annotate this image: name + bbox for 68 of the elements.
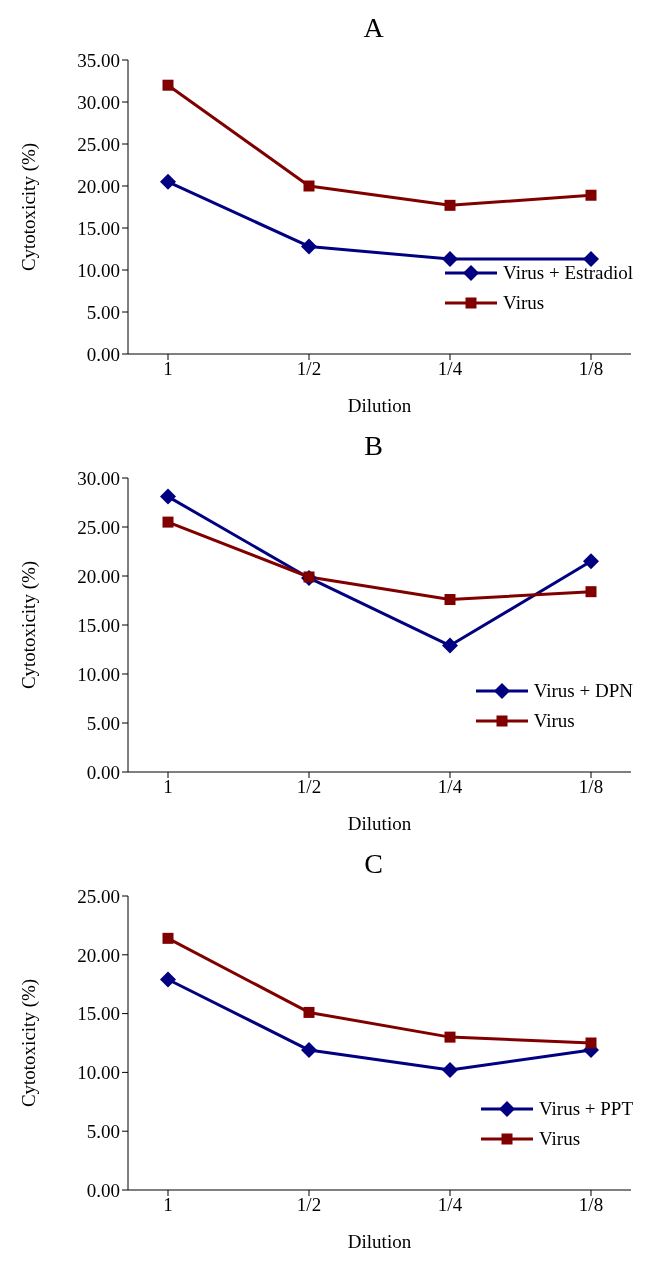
y-tick-label: 5.00: [86, 712, 120, 734]
y-tick-label: 30.00: [77, 467, 120, 489]
legend-label: Virus + PPT: [538, 1098, 633, 1120]
legend-label: Virus + DPN: [533, 680, 633, 702]
x-tick-label: 1: [163, 776, 173, 798]
x-tick-label: 1/8: [578, 358, 604, 380]
y-axis-title: Cytotoxicity (%): [17, 560, 40, 690]
point: [301, 1042, 317, 1059]
legend-label: Virus: [538, 1128, 581, 1150]
point: [583, 553, 599, 570]
x-tick-label: 1/2: [296, 358, 322, 380]
x-axis-title: Dilution: [347, 1231, 412, 1252]
y-tick-label: 0.00: [86, 343, 120, 365]
x-tick-label: 1/8: [578, 776, 604, 798]
y-tick-label: 15.00: [77, 614, 120, 636]
y-tick-label: 20.00: [77, 175, 120, 197]
point: [162, 516, 174, 528]
point: [301, 238, 317, 255]
legend-label: Virus: [503, 292, 545, 314]
y-tick-label: 30.00: [77, 91, 120, 113]
x-tick-label: 1/4: [437, 776, 463, 798]
chart-title: C: [363, 847, 384, 881]
chart-title: A: [362, 11, 385, 45]
point: [444, 199, 456, 211]
legend-label: Virus: [533, 710, 575, 732]
y-tick-label: 15.00: [77, 217, 120, 239]
x-tick-label: 1/8: [578, 1194, 604, 1216]
x-axis-title: Dilution: [347, 813, 412, 834]
y-axis-title: Cytotoxicity (%): [17, 978, 40, 1108]
point: [442, 1062, 458, 1079]
x-tick-label: 1/4: [437, 1194, 463, 1216]
y-tick-label: 10.00: [77, 1062, 120, 1084]
x-axis-title: Dilution: [347, 395, 412, 416]
y-tick-label: 10.00: [77, 259, 120, 281]
y-tick-label: 25.00: [77, 516, 120, 538]
point: [585, 1037, 597, 1049]
y-tick-label: 5.00: [86, 1120, 120, 1142]
point: [585, 189, 597, 201]
legend-label: Virus + Estradiol: [503, 262, 633, 284]
point: [444, 594, 456, 606]
x-tick-label: 1/4: [437, 358, 463, 380]
y-tick-label: 15.00: [77, 1003, 120, 1025]
x-tick-label: 1/2: [296, 1194, 322, 1216]
point: [160, 488, 176, 505]
y-tick-label: 0.00: [86, 761, 120, 783]
point: [162, 79, 174, 91]
point: [160, 971, 176, 988]
y-tick-label: 10.00: [77, 663, 120, 685]
x-tick-label: 1/2: [296, 776, 322, 798]
point: [162, 932, 174, 944]
y-tick-label: 35.00: [77, 49, 120, 71]
point: [442, 251, 458, 268]
y-tick-label: 20.00: [77, 565, 120, 587]
y-tick-label: 0.00: [86, 1179, 120, 1201]
point: [442, 637, 458, 654]
y-tick-label: 25.00: [77, 885, 120, 907]
point: [444, 1031, 456, 1043]
chart-title: B: [363, 429, 384, 463]
y-tick-label: 20.00: [77, 944, 120, 966]
y-axis-title: Cytotoxicity (%): [17, 142, 40, 272]
y-tick-label: 5.00: [86, 301, 120, 323]
x-tick-label: 1: [163, 1194, 173, 1216]
point: [585, 586, 597, 598]
point: [160, 173, 176, 190]
point: [303, 1006, 315, 1018]
point: [303, 180, 315, 192]
x-tick-label: 1: [163, 358, 173, 380]
y-tick-label: 25.00: [77, 133, 120, 155]
